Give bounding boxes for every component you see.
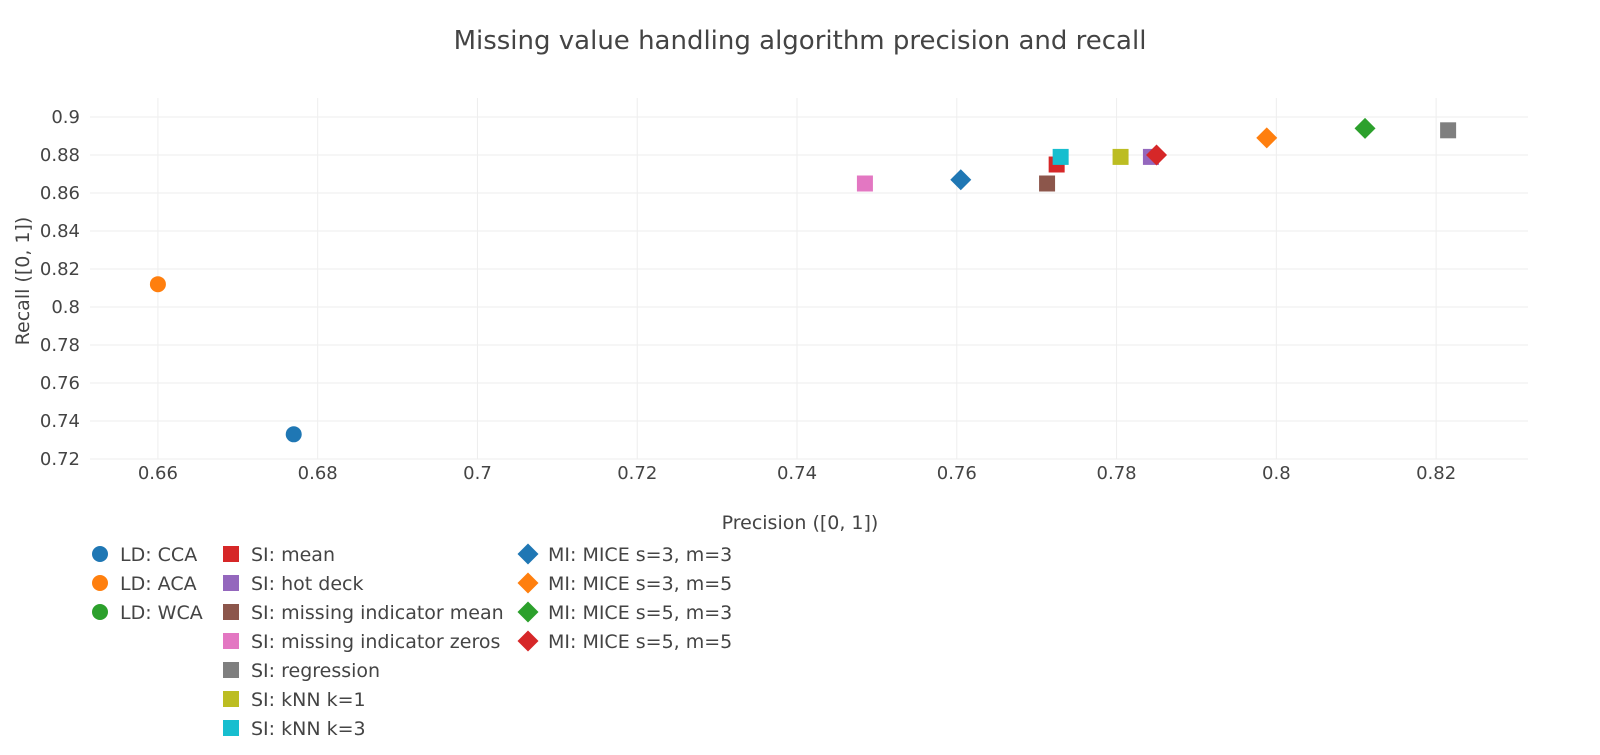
legend-marker (223, 720, 239, 736)
legend-label: SI: missing indicator mean (251, 602, 504, 624)
legend-label: LD: WCA (120, 602, 203, 624)
legend-label: MI: MICE s=3, m=5 (548, 573, 732, 595)
data-point (1052, 148, 1069, 165)
legend-item[interactable]: MI: MICE s=3, m=3 (517, 543, 733, 567)
data-points (149, 117, 1457, 443)
legend-marker (223, 691, 239, 707)
data-point (1440, 122, 1457, 139)
y-tick-label: 0.72 (40, 449, 80, 470)
y-tick-label: 0.82 (40, 259, 80, 280)
legend-label: SI: regression (251, 660, 380, 682)
legend-marker (223, 575, 239, 591)
x-tick-label: 0.68 (298, 463, 338, 484)
y-tick-label: 0.78 (40, 335, 80, 356)
y-axis-title: Recall ([0, 1]) (12, 217, 34, 346)
x-tick-label: 0.82 (1416, 463, 1456, 484)
data-point (1256, 127, 1278, 149)
legend-item[interactable]: LD: CCA (92, 544, 197, 566)
legend-marker (223, 604, 239, 620)
legend[interactable]: LD: CCA LD: ACA LD: WCA SI: mean SI: hot dec… (92, 543, 733, 741)
data-point (856, 175, 873, 192)
legend-label: SI: hot deck (251, 573, 363, 595)
data-point (1039, 175, 1056, 192)
x-tick-label: 0.74 (777, 463, 817, 484)
legend-marker (517, 630, 539, 652)
y-tick-label: 0.76 (40, 373, 80, 394)
data-point (285, 426, 302, 443)
x-tick-label: 0.76 (937, 463, 977, 484)
legend-marker (517, 601, 539, 623)
legend-item[interactable]: SI: kNN k=1 (223, 689, 366, 711)
data-point (149, 276, 166, 293)
data-point (1112, 148, 1129, 165)
legend-marker (517, 572, 539, 594)
legend-item[interactable]: SI: missing indicator mean (223, 602, 504, 624)
legend-item[interactable]: LD: WCA (92, 602, 203, 624)
legend-marker (92, 575, 108, 591)
y-tick-label: 0.84 (40, 221, 80, 242)
legend-label: SI: kNN k=1 (251, 689, 366, 711)
legend-item[interactable]: SI: regression (223, 660, 380, 682)
chart-title: Missing value handling algorithm precisi… (454, 26, 1147, 56)
x-tick-label: 0.78 (1097, 463, 1137, 484)
legend-label: MI: MICE s=5, m=3 (548, 602, 732, 624)
y-tick-label: 0.8 (51, 297, 80, 318)
legend-item[interactable]: MI: MICE s=5, m=3 (517, 601, 733, 625)
data-point (1354, 117, 1376, 139)
legend-label: SI: missing indicator zeros (251, 631, 500, 653)
legend-label: LD: CCA (120, 544, 197, 566)
x-tick-label: 0.8 (1262, 463, 1291, 484)
y-axis-ticks: 0.72 0.74 0.76 0.78 0.8 0.82 0.84 0.86 0.88 0.9 (40, 107, 80, 470)
legend-label: MI: MICE s=3, m=3 (548, 544, 732, 566)
y-tick-label: 0.74 (40, 411, 80, 432)
legend-marker (92, 546, 108, 562)
x-axis-ticks: 0.66 0.68 0.7 0.72 0.74 0.76 0.78 0.8 0.82 (138, 463, 1456, 484)
legend-item[interactable]: SI: kNN k=3 (223, 718, 366, 740)
legend-marker (223, 633, 239, 649)
legend-item[interactable]: SI: mean (223, 544, 335, 566)
legend-item[interactable]: MI: MICE s=3, m=5 (517, 572, 733, 596)
y-tick-label: 0.86 (40, 183, 80, 204)
legend-label: LD: ACA (120, 573, 197, 595)
legend-marker (92, 604, 108, 620)
legend-label: SI: kNN k=3 (251, 718, 366, 740)
y-tick-label: 0.9 (51, 107, 80, 128)
x-tick-label: 0.7 (463, 463, 492, 484)
legend-marker (223, 662, 239, 678)
grid (90, 98, 1528, 460)
y-tick-label: 0.88 (40, 145, 80, 166)
data-point (950, 169, 972, 191)
legend-marker (223, 546, 239, 562)
legend-label: MI: MICE s=5, m=5 (548, 631, 732, 653)
x-axis-title: Precision ([0, 1]) (722, 512, 879, 534)
data-point (1146, 144, 1168, 166)
x-tick-label: 0.66 (138, 463, 178, 484)
x-tick-label: 0.72 (617, 463, 657, 484)
legend-item[interactable]: MI: MICE s=5, m=5 (517, 630, 733, 654)
legend-label: SI: mean (251, 544, 335, 566)
legend-item[interactable]: SI: hot deck (223, 573, 363, 595)
legend-marker (517, 543, 539, 565)
legend-item[interactable]: LD: ACA (92, 573, 197, 595)
legend-item[interactable]: SI: missing indicator zeros (223, 631, 500, 653)
